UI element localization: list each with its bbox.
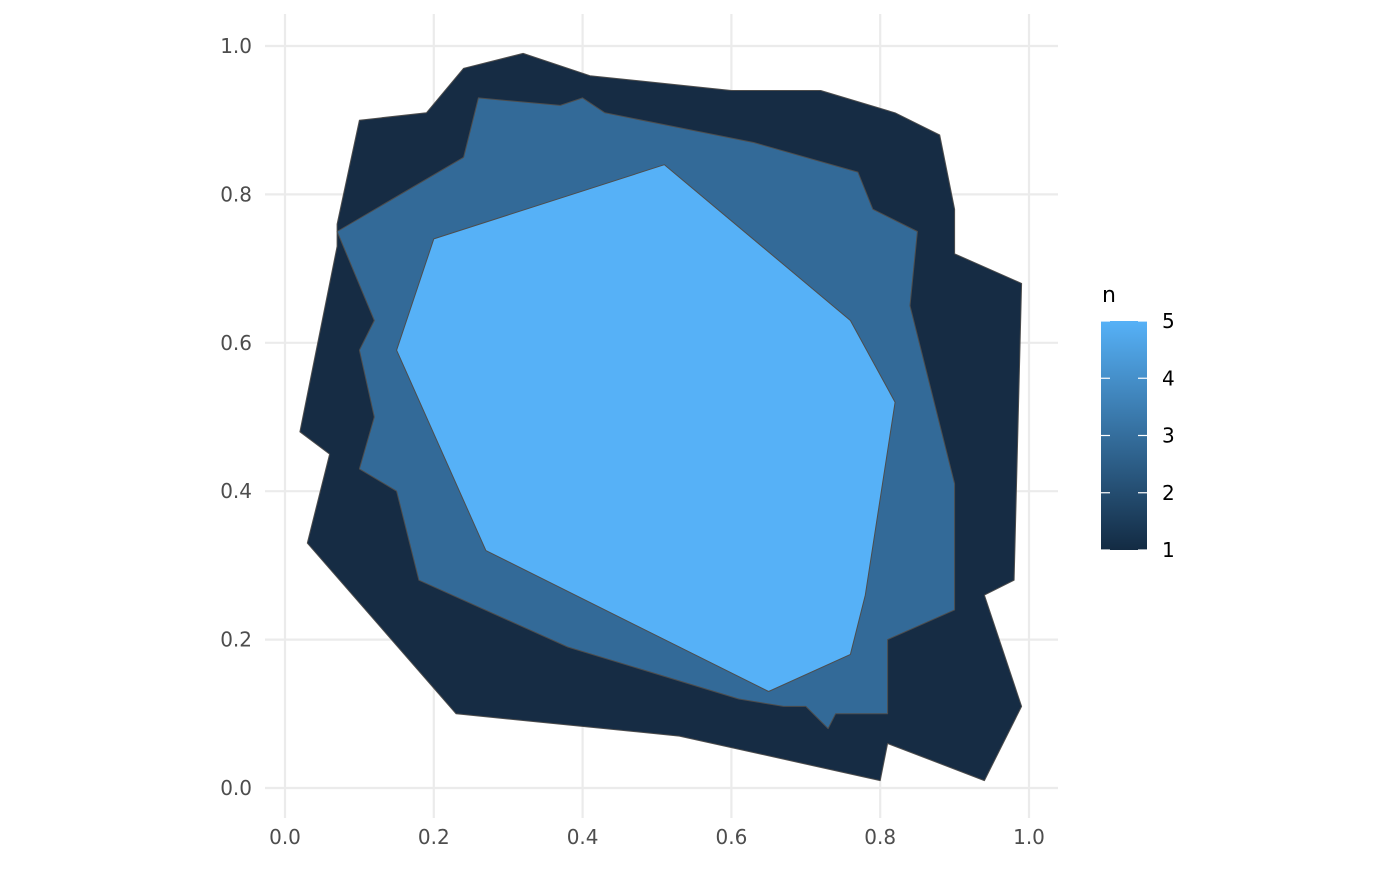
y-tick-label: 1.0: [220, 34, 252, 58]
y-tick-label: 0.4: [220, 479, 252, 503]
y-tick-label: 0.0: [220, 776, 252, 800]
x-tick-label: 0.2: [418, 825, 450, 849]
axes: 0.0 0.2 0.4 0.6 0.8 1.0 0.0 0.2 0.4 0.6 0.8 1.0: [220, 34, 1045, 849]
legend-label: 5: [1162, 309, 1175, 333]
legend-label: 3: [1162, 424, 1175, 448]
y-tick-label: 0.8: [220, 182, 252, 206]
legend-title: n: [1102, 283, 1116, 308]
x-tick-label: 0.6: [715, 825, 747, 849]
x-tick-label: 0.4: [567, 825, 599, 849]
x-tick-label: 0.0: [269, 825, 301, 849]
y-tick-label: 0.2: [220, 628, 252, 652]
legend-label: 2: [1162, 481, 1175, 505]
legend-label: 1: [1162, 538, 1175, 562]
contour-band-n5: [396, 164, 896, 692]
y-tick-label: 0.6: [220, 331, 252, 355]
plot-area: [299, 52, 1023, 782]
x-tick-label: 1.0: [1013, 825, 1045, 849]
x-tick-label: 0.8: [864, 825, 896, 849]
legend-label: 4: [1162, 366, 1175, 390]
legend: n 1 2 3 4 5: [1101, 283, 1175, 562]
